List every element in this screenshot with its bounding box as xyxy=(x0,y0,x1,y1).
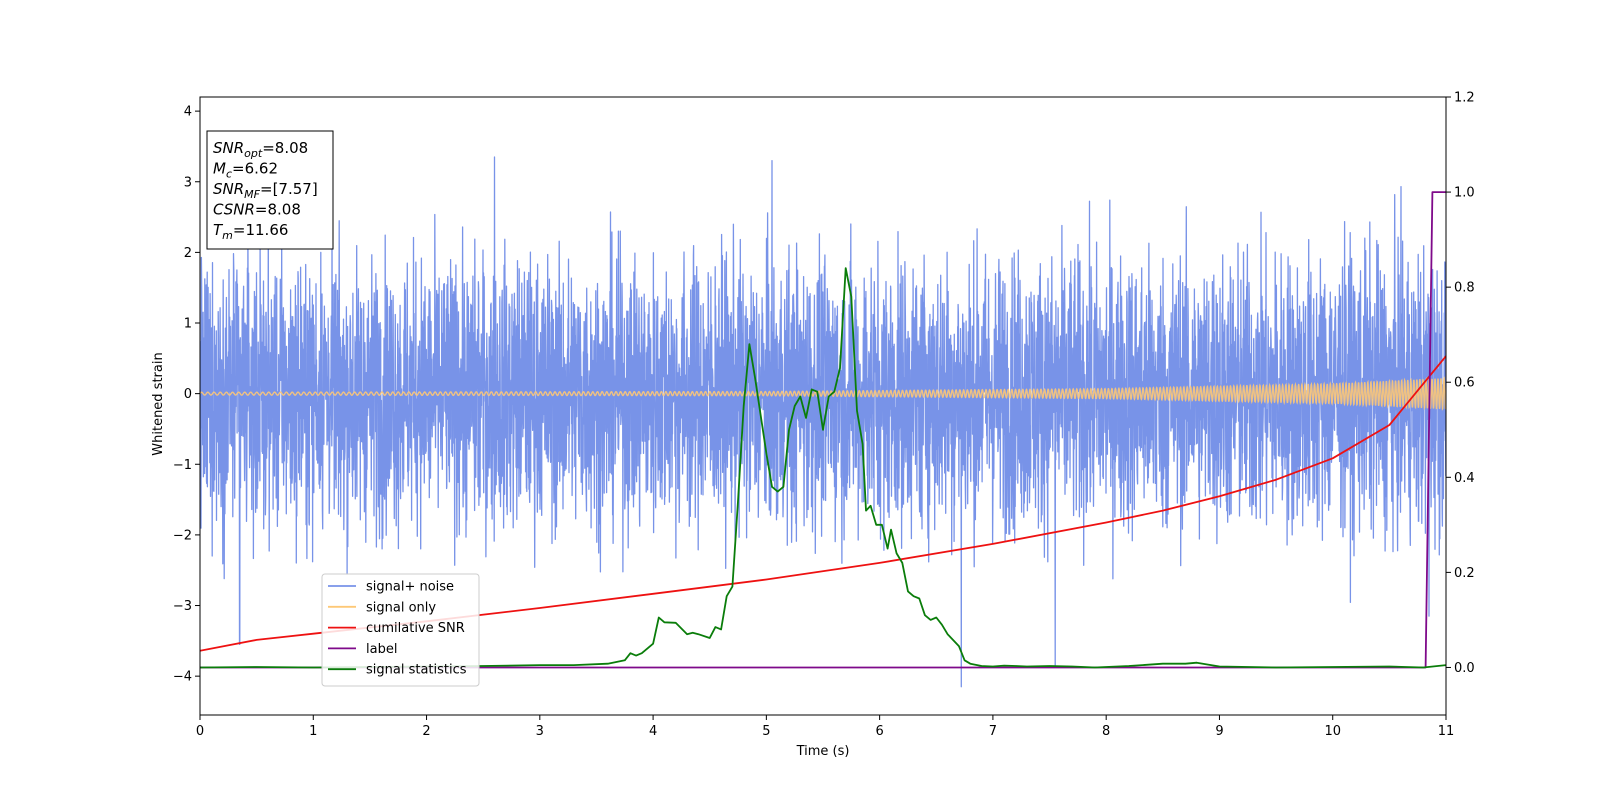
legend-label: label xyxy=(366,642,397,657)
x-tick-label: 2 xyxy=(422,724,430,739)
signal-statistics-series-line xyxy=(200,267,1446,669)
signal-only-series-line xyxy=(200,376,1446,411)
noise-series-line xyxy=(200,156,1446,688)
y-right-tick-label: 1.0 xyxy=(1454,186,1475,201)
x-tick-label: 8 xyxy=(1102,724,1110,739)
label-series-line xyxy=(200,191,1446,669)
y-right-tick-label: 0.4 xyxy=(1454,471,1475,486)
annotation-line: Tm=11.66 xyxy=(213,221,288,242)
y-right-tick-label: 0.6 xyxy=(1454,376,1475,391)
y-right-tick-label: 1.2 xyxy=(1454,91,1475,106)
y-left-tick-label: 0 xyxy=(184,387,192,402)
y-left-tick-label: −4 xyxy=(173,670,192,685)
annotation-box-frame xyxy=(206,130,334,250)
y-left-tick-label: −2 xyxy=(173,528,192,543)
x-tick-label: 5 xyxy=(762,724,770,739)
y-left-tick-label: −3 xyxy=(173,599,192,614)
y-left-tick-label: 4 xyxy=(184,105,192,120)
y-left-tick-label: 2 xyxy=(184,246,192,261)
x-tick-label: 1 xyxy=(309,724,317,739)
annotation-line: CSNR=8.08 xyxy=(213,201,301,219)
x-axis-label: Time (s) xyxy=(796,744,850,759)
x-tick-label: 3 xyxy=(536,724,544,739)
y-left-tick-label: −1 xyxy=(173,458,192,473)
x-tick-label: 6 xyxy=(875,724,883,739)
y-right-tick-label: 0.0 xyxy=(1454,661,1475,676)
x-tick-label: 0 xyxy=(196,724,204,739)
x-tick-label: 7 xyxy=(989,724,997,739)
legend-label: cumilative SNR xyxy=(366,621,465,636)
y-right-tick-label: 0.8 xyxy=(1454,281,1475,296)
legend-frame xyxy=(321,573,480,687)
y-right-tick-label: 0.2 xyxy=(1454,566,1475,581)
x-tick-label: 4 xyxy=(649,724,657,739)
x-tick-label: 10 xyxy=(1324,724,1341,739)
y-left-tick-label: 3 xyxy=(184,175,192,190)
legend-label: signal statistics xyxy=(366,663,467,678)
x-tick-label: 11 xyxy=(1438,724,1455,739)
x-tick-label: 9 xyxy=(1215,724,1223,739)
legend-label: signal+ noise xyxy=(366,580,454,595)
y-axis-label: Whitened strain xyxy=(151,352,166,455)
legend: signal+ noise signal only cumilative SNR la… xyxy=(321,573,480,687)
plot-frame xyxy=(199,96,1447,716)
annotation-line: Mc=6.62 xyxy=(213,160,278,181)
annotation-line: SNRMF=[7.57] xyxy=(213,180,318,201)
legend-label: signal only xyxy=(366,600,436,615)
annotation-line: SNRopt=8.08 xyxy=(213,139,308,160)
y-left-tick-label: 1 xyxy=(184,317,192,332)
axes: 0 1 2 3 4 5 6 7 8 9 10 11 −4 −3 −2 −1 0 1 2 3 4 0.0 0.2 0.4 0.6 0… xyxy=(173,91,1475,740)
